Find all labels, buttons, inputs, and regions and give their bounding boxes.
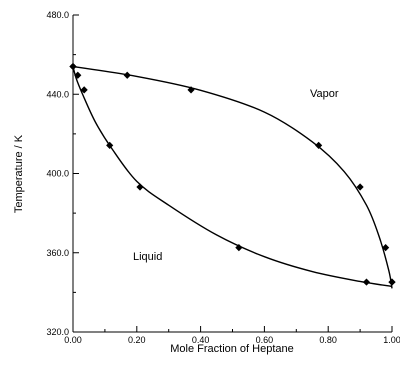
vapor-data-point: [315, 141, 323, 149]
liquid-data-point: [235, 243, 243, 252]
dew-point-curve: [72, 65, 393, 289]
liquid-data-point: [136, 183, 144, 191]
liquid-region-label: Liquid: [133, 251, 162, 263]
x-tick-label: 0.40: [192, 335, 210, 345]
vapor-data-point: [382, 243, 390, 252]
y-tick-label: 480.0: [46, 10, 69, 20]
liquid-data-point: [362, 278, 371, 286]
x-tick-label: 0.60: [256, 335, 274, 345]
x-tick-label: 1.00: [383, 335, 400, 345]
y-axis-title: Temperature / K: [13, 134, 25, 213]
y-tick-label: 360.0: [46, 248, 69, 258]
x-tick-label: 0.80: [319, 335, 337, 345]
vapor-data-point: [356, 183, 364, 191]
liquid-data-point: [69, 62, 77, 71]
tick-labels: 0.00 0.20 0.40 0.60 0.80 1.00 320.0 360.0 400.0 4…: [46, 10, 400, 345]
liquid-data-point: [106, 141, 114, 149]
x-axis-title: Mole Fraction of Heptane: [170, 343, 294, 355]
vapor-data-point: [123, 71, 131, 79]
vapor-data-point: [187, 86, 195, 94]
y-tick-label: 440.0: [46, 89, 69, 99]
curves: [72, 65, 393, 289]
bubble-point-curve: [72, 66, 393, 288]
ticks: [72, 14, 393, 333]
liquid-data-point: [74, 71, 82, 79]
axes: [72, 15, 392, 333]
vapor-region-label: Vapor: [310, 88, 339, 100]
markers: [69, 62, 396, 286]
y-tick-label: 320.0: [46, 327, 69, 337]
y-tick-label: 400.0: [46, 169, 69, 179]
x-tick-label: 0.00: [64, 335, 82, 345]
liquid-data-point: [388, 278, 396, 286]
liquid-data-point: [80, 86, 88, 94]
x-tick-label: 0.20: [128, 335, 146, 345]
